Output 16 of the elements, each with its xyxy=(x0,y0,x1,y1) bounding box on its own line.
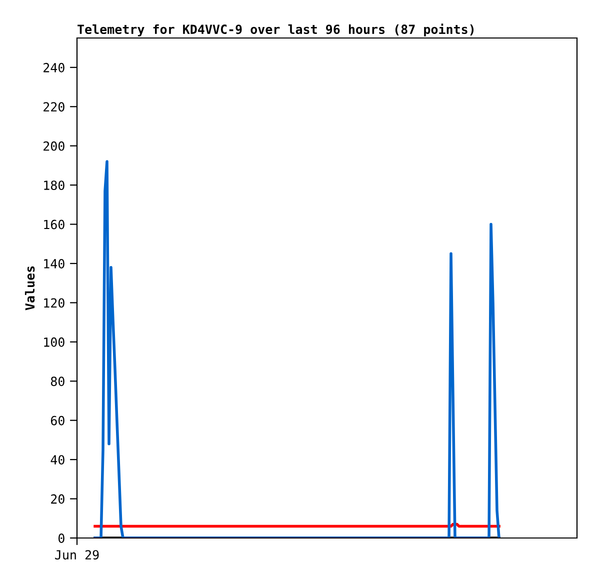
x-tick-label: Jun 29 xyxy=(55,550,99,560)
y-tick-label: 240 xyxy=(44,62,64,72)
y-tick-label: 0 xyxy=(58,534,64,543)
y-tick-label: 20 xyxy=(51,494,64,504)
y-tick-label: 200 xyxy=(44,141,64,151)
y-tick-label: 140 xyxy=(44,258,64,268)
y-axis-title: Values xyxy=(24,266,35,310)
y-tick-label: 160 xyxy=(44,220,64,230)
y-tick-label: 100 xyxy=(44,337,64,347)
chart-title: Telemetry for KD4VVC-9 over last 96 hours (87 points) xyxy=(78,24,474,36)
y-tick-label: 180 xyxy=(44,180,64,190)
y-tick-label: 120 xyxy=(44,298,64,308)
y-tick-label: 80 xyxy=(50,376,64,386)
y-tick-label: 40 xyxy=(50,455,64,465)
y-tick-label: 60 xyxy=(50,416,64,426)
y-tick-label: 220 xyxy=(44,102,64,112)
